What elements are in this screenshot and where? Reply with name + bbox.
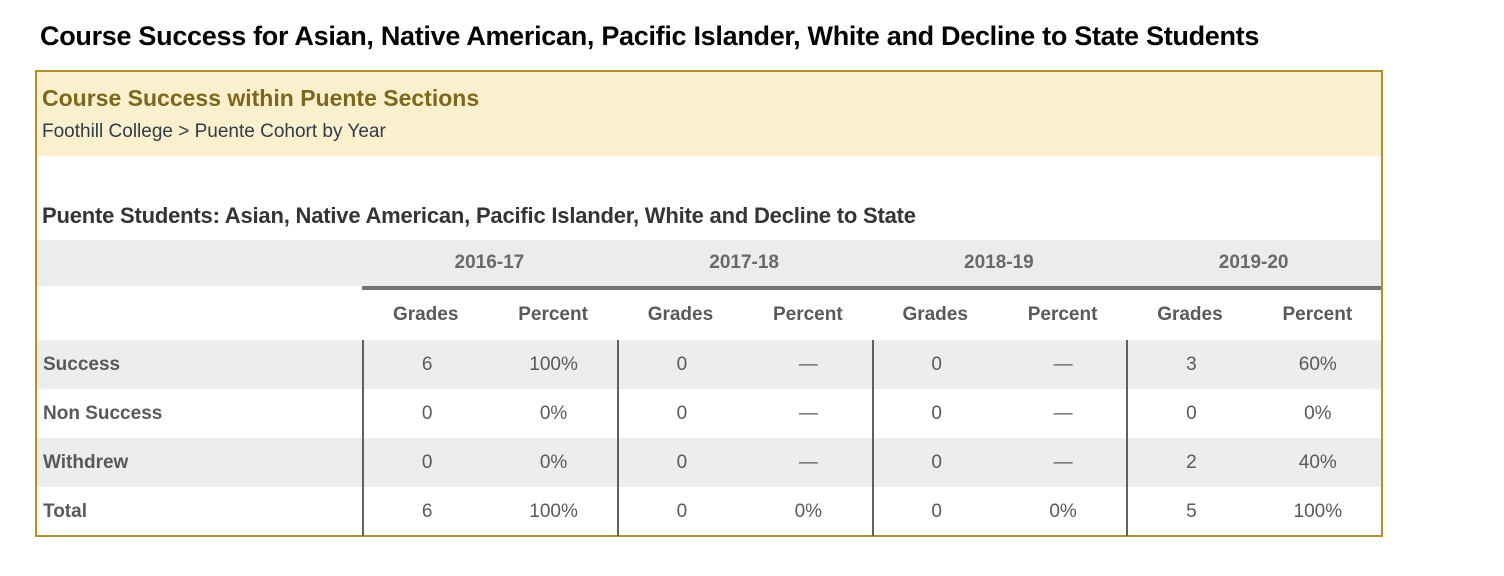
col-header-grades-2017-18: Grades: [647, 304, 714, 325]
table-cell: 100%: [1293, 500, 1343, 522]
table-cell: —: [798, 402, 818, 424]
year-header-2019-20: 2019-20: [1126, 240, 1381, 290]
row-label: Success: [43, 353, 121, 375]
year-header-row: 2016-17 2017-18 2018-19 2019-20: [37, 240, 1381, 290]
table-cell: 60%: [1298, 353, 1337, 375]
row-label: Total: [43, 500, 87, 522]
report-banner: Course Success within Puente Sections Fo…: [37, 72, 1381, 156]
table-cell: 0%: [539, 402, 568, 424]
table-cell: 100%: [529, 500, 578, 522]
table-cell: —: [798, 353, 818, 375]
table-cell: 0: [616, 438, 745, 487]
table-cell: 0%: [539, 451, 568, 473]
col-header-percent-2017-18: Percent: [772, 304, 843, 325]
year-header-2018-19: 2018-19: [871, 240, 1127, 290]
table-cell: 6: [362, 487, 490, 536]
col-header-grades-2018-19: Grades: [902, 304, 968, 325]
year-header-2017-18: 2017-18: [616, 240, 872, 290]
year-header-spacer: [37, 240, 362, 290]
column-header-spacer: [37, 290, 362, 340]
row-label: Non Success: [43, 402, 163, 424]
table-cell: 0: [871, 340, 1000, 389]
table-cell: 3: [1126, 340, 1254, 389]
col-header-percent-2018-19: Percent: [1027, 304, 1098, 325]
table-cell: 2: [1126, 438, 1254, 487]
table-cell: 40%: [1298, 451, 1337, 473]
table-cell: 0: [1126, 389, 1254, 438]
table-cell: 5: [1126, 487, 1254, 536]
table-row-total: Total 6 100% 0 0% 0 0% 5 100%: [37, 487, 1381, 536]
col-header-percent-2016-17: Percent: [518, 304, 588, 325]
table-cell: —: [1053, 402, 1073, 424]
table-cell: 6: [362, 340, 490, 389]
page-title: Course Success for Asian, Native America…: [40, 21, 1260, 51]
banner-heading: Course Success within Puente Sections: [42, 85, 480, 111]
col-header-grades-2016-17: Grades: [392, 304, 459, 325]
table-cell: 0%: [1304, 402, 1332, 424]
table-cell: 0: [871, 487, 1000, 536]
breadcrumb[interactable]: Foothill College > Puente Cohort by Year: [42, 121, 386, 142]
table-cell: 100%: [529, 353, 578, 375]
section-heading: Puente Students: Asian, Native American,…: [42, 203, 916, 228]
table-row-withdrew: Withdrew 0 0% 0 — 0 — 2 40%: [37, 438, 1381, 487]
report-box: Course Success within Puente Sections Fo…: [35, 70, 1383, 537]
table-cell: 0: [616, 389, 745, 438]
table-cell: 0: [362, 438, 490, 487]
col-header-grades-2019-20: Grades: [1157, 304, 1223, 325]
table-cell: 0: [362, 389, 490, 438]
row-label: Withdrew: [43, 451, 129, 473]
table-cell: 0: [616, 487, 745, 536]
table-cell: 0%: [1049, 500, 1077, 522]
year-header-2016-17: 2016-17: [362, 240, 617, 290]
col-header-percent-2019-20: Percent: [1282, 304, 1353, 325]
table-cell: 0: [871, 389, 1000, 438]
table-cell: 0%: [794, 500, 823, 522]
column-header-row: Grades Percent Grades Percent Grades Per…: [37, 290, 1381, 340]
table-cell: 0: [616, 340, 745, 389]
table-cell: —: [798, 451, 818, 473]
table-row-success: Success 6 100% 0 — 0 — 3 60%: [37, 340, 1381, 389]
table-cell: 0: [871, 438, 1000, 487]
table-cell: —: [1053, 451, 1073, 473]
data-table: 2016-17 2017-18 2018-19 2019-20 Grades P…: [37, 240, 1381, 536]
table-cell: —: [1053, 353, 1073, 375]
table-row-non-success: Non Success 0 0% 0 — 0 — 0 0%: [37, 389, 1381, 438]
